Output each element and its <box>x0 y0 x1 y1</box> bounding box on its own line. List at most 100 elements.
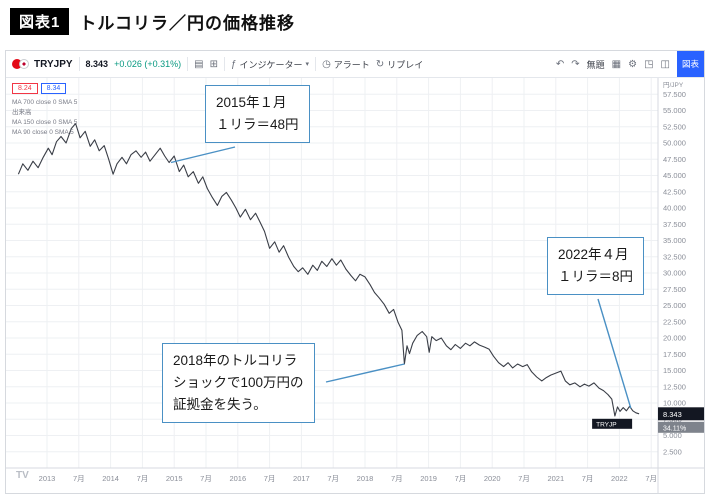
fullscreen-icon[interactable]: ◳ <box>644 58 654 70</box>
alert-button[interactable]: ◷ アラート <box>322 58 370 71</box>
annotation-text: 2015年１月 <box>216 95 287 110</box>
chart-legend: 8.24 8.34 MA 700 close 0 SMA 5 出来高 MA 15… <box>12 83 77 138</box>
percent-tag-label: 34.11% <box>663 425 686 432</box>
chevron-down-icon: ▾ <box>305 61 310 68</box>
buy-button[interactable]: 8.34 <box>40 83 67 94</box>
y-axis-label[interactable]: 12.500 <box>663 382 686 391</box>
y-axis-label[interactable]: 35.000 <box>663 236 686 245</box>
toolbar-divider <box>223 57 225 71</box>
y-axis-label[interactable]: 22.500 <box>663 317 686 326</box>
y-axis-label[interactable]: 37.500 <box>663 220 686 229</box>
layout-grid-icon[interactable]: ▦ <box>611 58 622 70</box>
x-axis-label[interactable]: 2022 <box>611 474 628 483</box>
layout-name-button[interactable]: 無題 <box>586 59 605 70</box>
indicators-label: インジケーター <box>239 59 303 70</box>
quote-buttons: 8.24 8.34 <box>12 83 77 94</box>
toolbar-right: ↶ ↷ 無題 ▦ ⚙ ◳ ◫ 図表 <box>556 51 704 77</box>
y-axis-label[interactable]: 45.000 <box>663 171 686 180</box>
y-axis-label[interactable]: 47.500 <box>663 155 686 164</box>
legend-row-ma700[interactable]: MA 700 close 0 SMA 5 <box>12 99 78 106</box>
x-axis-label[interactable]: 2014 <box>102 474 119 483</box>
y-axis-label[interactable]: 30.000 <box>663 269 686 278</box>
chart-body: 2.5005.0007.50010.00012.50015.00017.5002… <box>6 78 704 494</box>
x-axis-label[interactable]: 7月 <box>455 474 467 483</box>
x-axis-label[interactable]: 7月 <box>391 474 403 483</box>
price-change: +0.026 (+0.31%) <box>114 59 182 69</box>
publish-chart-button[interactable]: 図表 <box>677 51 704 77</box>
x-axis-label[interactable]: 2016 <box>229 474 246 483</box>
replay-icon: ↻ <box>375 58 385 70</box>
x-axis-label[interactable]: 7月 <box>200 474 212 483</box>
symbol-tag <box>592 418 633 429</box>
x-axis-label[interactable]: 7月 <box>137 474 149 483</box>
figure-badge: 図表1 <box>10 8 70 35</box>
annotation-text: １リラ＝8円 <box>558 268 634 284</box>
y-axis-label[interactable]: 50.000 <box>663 139 686 148</box>
x-axis-label[interactable]: 2013 <box>39 474 56 483</box>
redo-icon[interactable]: ↷ <box>571 58 580 70</box>
chart-toolbar: TRYJPY 8.343 +0.026 (+0.31%) ▤ ⊞ ƒ インジケー… <box>6 51 704 78</box>
x-axis-label[interactable]: 2021 <box>547 474 564 483</box>
y-axis-label[interactable]: 25.000 <box>663 301 686 310</box>
sell-button[interactable]: 8.24 <box>12 83 38 94</box>
chart-style-icon[interactable]: ▤ <box>194 58 204 70</box>
legend-row-ma90[interactable]: MA 90 close 0 SMA 5 <box>12 129 74 136</box>
y-axis-label[interactable]: 17.500 <box>663 350 686 359</box>
toolbar-divider <box>315 57 317 71</box>
x-axis-label[interactable]: 2017 <box>293 474 310 483</box>
axis-unit-label: 円/JPY <box>663 81 684 89</box>
y-axis-label[interactable]: 55.000 <box>663 106 686 115</box>
y-axis-label[interactable]: 57.500 <box>663 90 686 99</box>
y-axis-label[interactable]: 32.500 <box>663 252 686 261</box>
alert-clock-icon: ◷ <box>322 58 331 70</box>
annotation-2018[interactable]: 2018年のトルコリラ ショックで100万円の 証拠金を失う。 <box>162 343 315 423</box>
compare-icon[interactable]: ⊞ <box>209 58 218 70</box>
tradingview-logo[interactable]: TV <box>16 470 29 481</box>
x-axis-label[interactable]: 7月 <box>73 474 85 483</box>
symbol-flags-icon <box>12 59 29 69</box>
settings-gear-icon[interactable]: ⚙ <box>628 58 638 70</box>
indicators-button[interactable]: ƒ インジケーター ▾ <box>231 58 309 71</box>
legend-row-volume[interactable]: 出来高 <box>12 109 32 116</box>
price-line <box>17 122 640 417</box>
price-chart[interactable]: 2.5005.0007.50010.00012.50015.00017.5002… <box>6 78 704 494</box>
annotation-text: 2018年のトルコリラ <box>173 353 298 368</box>
indicator-fx-icon: ƒ <box>230 58 237 70</box>
y-axis-label[interactable]: 40.000 <box>663 204 686 213</box>
x-axis-label[interactable]: 2015 <box>166 474 183 483</box>
x-axis-label[interactable]: 7月 <box>645 474 657 483</box>
y-axis-label[interactable]: 10.000 <box>663 399 686 408</box>
x-axis-label[interactable]: 7月 <box>582 474 594 483</box>
y-axis-label[interactable]: 5.000 <box>663 431 682 440</box>
x-axis-label[interactable]: 7月 <box>264 474 276 483</box>
y-axis-label[interactable]: 42.500 <box>663 187 686 196</box>
annotation-2015[interactable]: 2015年１月 １リラ＝48円 <box>205 85 310 143</box>
x-axis-label[interactable]: 2018 <box>357 474 374 483</box>
x-axis-label[interactable]: 7月 <box>518 474 530 483</box>
y-axis-label[interactable]: 52.500 <box>663 122 686 131</box>
y-axis-label[interactable]: 2.500 <box>663 447 682 456</box>
undo-icon[interactable]: ↶ <box>555 58 565 70</box>
percent-tag <box>658 421 704 433</box>
last-price-tag <box>658 407 704 421</box>
x-axis-label[interactable]: 7月 <box>327 474 339 483</box>
replay-label: リプレイ <box>387 59 424 70</box>
y-axis-label[interactable]: 15.000 <box>663 366 686 375</box>
x-axis-label[interactable]: 2019 <box>420 474 437 483</box>
symbol-name[interactable]: TRYJPY <box>34 58 73 70</box>
annotation-leader-line <box>325 363 405 383</box>
annotation-text: ショックで100万円の <box>173 374 304 390</box>
annotation-leader-line <box>597 298 632 409</box>
y-axis-label[interactable]: 20.000 <box>663 334 686 343</box>
y-axis-label[interactable]: 27.500 <box>663 285 686 294</box>
replay-button[interactable]: ↻ リプレイ <box>376 58 423 71</box>
last-price-tag-label: 8.343 <box>663 410 682 419</box>
annotation-text: １リラ＝48円 <box>216 116 299 132</box>
annotation-text: 証拠金を失う。 <box>173 396 267 412</box>
symbol-tag-label: TRYJP <box>596 421 616 428</box>
legend-row-ma150[interactable]: MA 150 close 0 SMA 5 <box>12 119 78 126</box>
x-axis-label[interactable]: 2020 <box>484 474 501 483</box>
snapshot-camera-icon[interactable]: ◫ <box>660 58 670 70</box>
annotation-2022[interactable]: 2022年４月 １リラ＝8円 <box>547 237 645 295</box>
